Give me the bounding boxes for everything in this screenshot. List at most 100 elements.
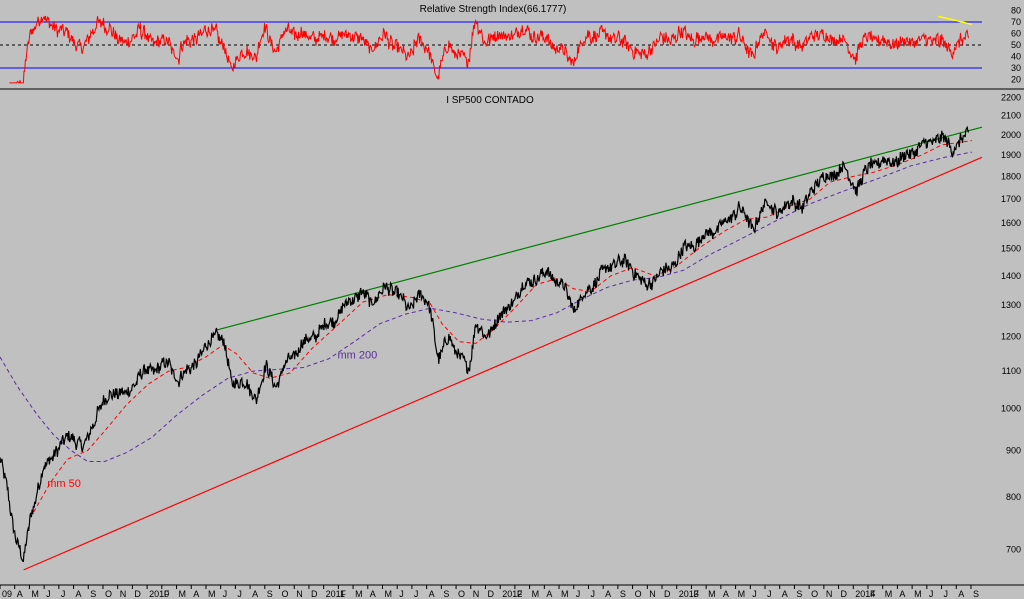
x-tick-label: F [340, 589, 346, 599]
x-tick-label: O [282, 589, 289, 599]
annotation-label: mm 50 [47, 478, 81, 490]
x-tick-label: J [929, 589, 934, 599]
x-tick-label: O [635, 589, 642, 599]
moving-average-line-2 [0, 151, 972, 462]
price-panel: I SP500 CONTADO mm 50 mm 200 700 800 900 100… [0, 92, 1021, 571]
x-tick-label: M [179, 589, 187, 599]
price-trendline-1 [215, 126, 983, 331]
x-tick-label: 09 [2, 589, 12, 599]
x-tick-label: M [355, 589, 363, 599]
price-y-tick-label: 1700 [1001, 194, 1021, 204]
x-tick-label: N [296, 589, 303, 599]
x-tick-label: A [605, 589, 611, 599]
x-tick-label: A [370, 589, 376, 599]
x-tick-label: O [458, 589, 465, 599]
x-tick-label: J [752, 589, 757, 599]
x-tick-label: N [120, 589, 127, 599]
price-series-line [0, 125, 970, 562]
x-tick-label: O [811, 589, 818, 599]
x-tick-label: F [870, 589, 876, 599]
x-tick-label: F [693, 589, 699, 599]
price-trendline-2 [23, 156, 983, 571]
price-y-tick-label: 1500 [1001, 244, 1021, 254]
trendlines [23, 126, 983, 571]
price-y-tick-label: 1900 [1001, 150, 1021, 160]
price-title: I SP500 CONTADO [446, 95, 534, 106]
x-tick-label: M [208, 589, 216, 599]
x-tick-label: A [17, 589, 23, 599]
moving-average-lines [0, 140, 972, 513]
price-y-axis: 700 800 900 1000 1100 1200 1300 1400 1500 1600 170… [1001, 92, 1021, 554]
x-tick-label: 2011 [326, 589, 345, 599]
x-tick-label: A [252, 589, 258, 599]
x-tick-label: D [134, 589, 141, 599]
price-y-tick-label: 1000 [1001, 404, 1021, 414]
x-tick-label: A [958, 589, 964, 599]
rsi-y-tick-label: 70 [1011, 17, 1021, 27]
x-tick-label: M [708, 589, 716, 599]
x-tick-label: J [576, 589, 581, 599]
price-y-tick-label: 1300 [1001, 300, 1021, 310]
x-tick-label: O [105, 589, 112, 599]
x-tick-label: S [90, 589, 96, 599]
price-y-tick-label: 1400 [1001, 271, 1021, 281]
x-tick-label: F [517, 589, 523, 599]
x-tick-label: 2014 [855, 589, 875, 599]
rsi-trendline [937, 15, 973, 26]
x-tick-label: A [546, 589, 552, 599]
x-tick-label: M [738, 589, 746, 599]
x-tick-label: A [429, 589, 435, 599]
rsi-y-tick-label: 30 [1011, 63, 1021, 73]
x-tick-label: J [223, 589, 228, 599]
price-y-tick-label: 2200 [1001, 92, 1021, 102]
x-tick-label: J [767, 589, 772, 599]
annotation-label: mm 200 [337, 350, 377, 362]
x-tick-label: N [826, 589, 833, 599]
moving-average-line-1 [33, 140, 972, 513]
x-tick-label: D [841, 589, 848, 599]
price-y-tick-label: 2000 [1001, 130, 1021, 140]
x-tick-label: A [782, 589, 788, 599]
x-tick-label: J [61, 589, 66, 599]
price-y-tick-label: 1200 [1001, 332, 1021, 342]
x-tick-label: A [723, 589, 729, 599]
x-tick-label: N [473, 589, 480, 599]
x-tick-label: M [385, 589, 393, 599]
x-tick-label: A [76, 589, 82, 599]
price-y-tick-label: 900 [1006, 445, 1021, 455]
x-tick-label: S [620, 589, 626, 599]
x-tick-label: S [796, 589, 802, 599]
x-tick-label: J [399, 589, 404, 599]
x-tick-label: D [311, 589, 318, 599]
x-tick-label: D [664, 589, 671, 599]
x-tick-label: A [193, 589, 199, 599]
rsi-series-line [9, 15, 969, 84]
x-tick-label: 2012 [502, 589, 522, 599]
price-y-tick-label: 1600 [1001, 218, 1021, 228]
x-tick-label: A [899, 589, 905, 599]
x-tick-label: S [267, 589, 273, 599]
price-y-tick-label: 1800 [1001, 172, 1021, 182]
x-tick-label: 2010 [149, 589, 169, 599]
rsi-y-tick-label: 50 [1011, 40, 1021, 50]
rsi-y-tick-label: 60 [1011, 29, 1021, 39]
x-tick-label: D [487, 589, 494, 599]
x-tick-label: M [885, 589, 893, 599]
rsi-title: Relative Strength Index(66.1777) [420, 4, 567, 15]
x-tick-label: J [46, 589, 51, 599]
rsi-y-tick-label: 40 [1011, 51, 1021, 61]
price-y-tick-label: 1100 [1002, 366, 1021, 376]
price-y-tick-label: 2100 [1001, 111, 1021, 121]
rsi-y-tick-label: 20 [1011, 74, 1021, 84]
x-tick-label: F [164, 589, 170, 599]
x-tick-label: M [31, 589, 39, 599]
x-tick-label: J [590, 589, 595, 599]
rsi-reference-lines [0, 21, 982, 69]
x-tick-label: M [914, 589, 922, 599]
x-tick-label: J [237, 589, 242, 599]
price-y-tick-label: 700 [1006, 545, 1021, 555]
price-y-tick-label: 800 [1006, 492, 1021, 502]
